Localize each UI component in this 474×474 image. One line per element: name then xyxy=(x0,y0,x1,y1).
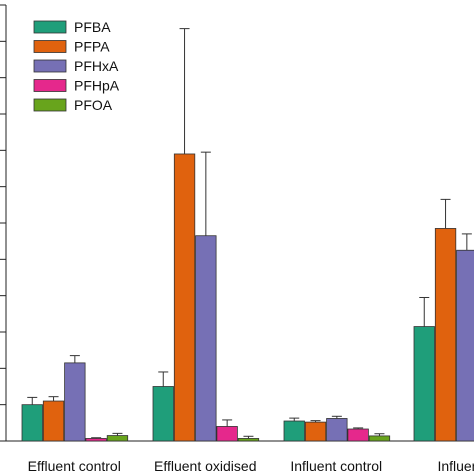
bar xyxy=(304,421,327,442)
x-tick-labels: Effluent control Effluent oxidised Influen… xyxy=(28,458,474,474)
legend-swatch xyxy=(33,59,67,73)
legend-swatch xyxy=(33,79,67,92)
bar xyxy=(21,404,43,442)
bar xyxy=(173,153,196,442)
legend-label: PFBA xyxy=(74,19,111,35)
bar xyxy=(195,235,217,442)
legend-label: PFPA xyxy=(74,39,110,55)
bar xyxy=(106,435,129,442)
bar xyxy=(326,418,348,442)
bars-group xyxy=(21,28,474,442)
bar xyxy=(152,386,174,442)
bar xyxy=(42,400,65,442)
bar xyxy=(368,435,391,442)
legend-label: PFOA xyxy=(74,97,113,113)
legend-label: PFHxA xyxy=(74,58,119,74)
legend-swatch xyxy=(33,20,67,34)
legend: PFBA PFPA PFHxA PFHpA PFOA xyxy=(33,19,120,113)
bar xyxy=(456,249,474,442)
x-tick-label: Effluent control xyxy=(28,458,121,474)
bar xyxy=(85,438,107,442)
x-tick-label: Influent control xyxy=(290,458,382,474)
bar xyxy=(434,228,457,442)
bar xyxy=(237,438,260,442)
bar xyxy=(347,428,369,442)
bar xyxy=(283,420,305,442)
x-tick-label: Effluent oxidised xyxy=(154,458,256,474)
legend-swatch xyxy=(33,98,67,112)
legend-swatch xyxy=(33,40,67,53)
bar xyxy=(64,362,86,442)
bar xyxy=(216,426,238,442)
bar xyxy=(413,326,435,442)
x-tick-label: Influent o xyxy=(437,458,474,474)
legend-label: PFHpA xyxy=(74,78,120,94)
